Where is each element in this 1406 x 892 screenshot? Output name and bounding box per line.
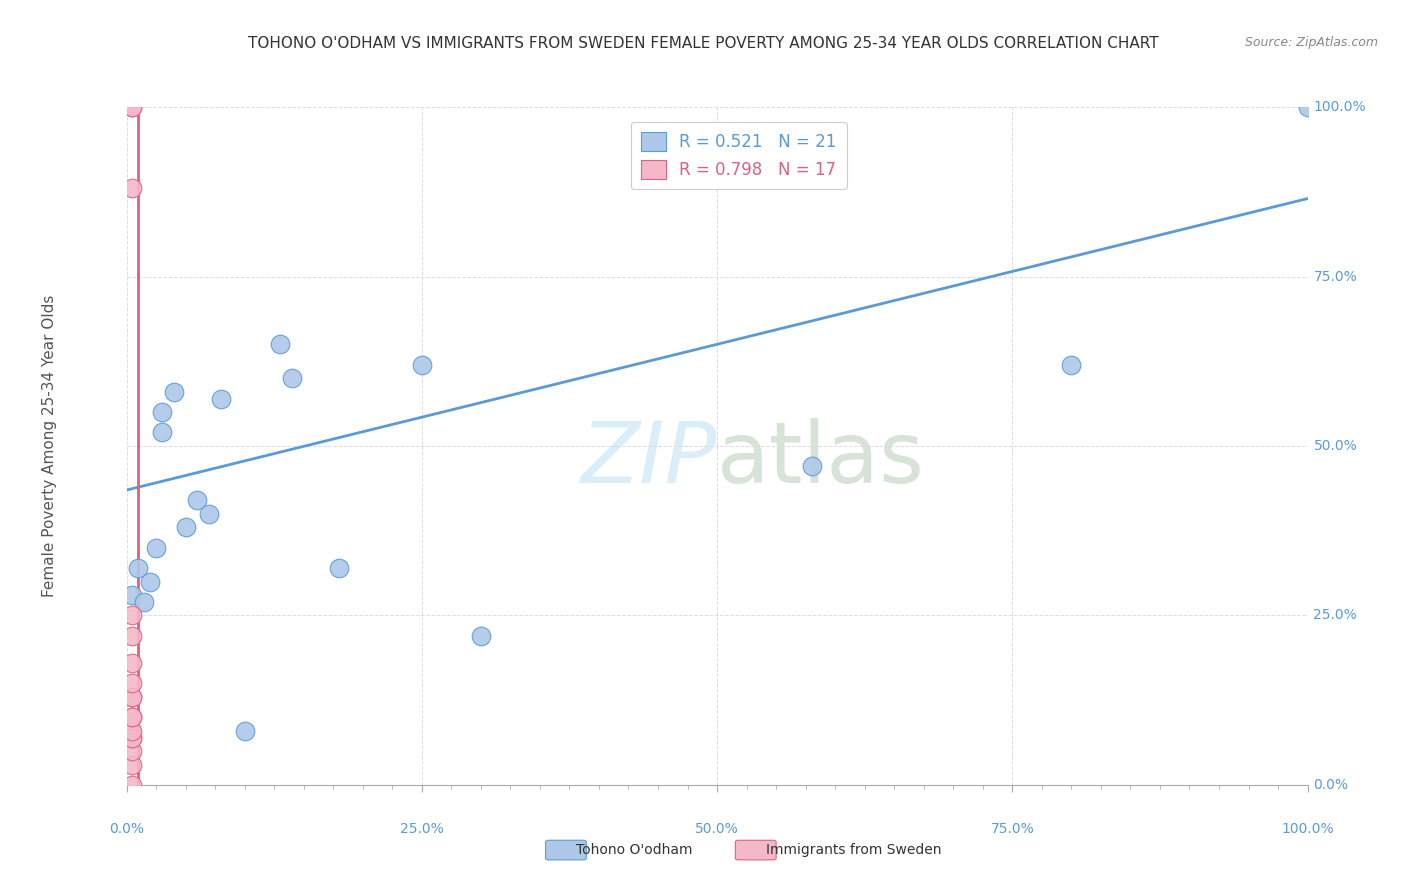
Point <box>145 541 167 555</box>
Point <box>121 676 143 690</box>
Point <box>269 337 291 351</box>
Text: Immigrants from Sweden: Immigrants from Sweden <box>766 843 942 857</box>
Text: Female Poverty Among 25-34 Year Olds: Female Poverty Among 25-34 Year Olds <box>42 295 58 597</box>
Point <box>150 425 173 440</box>
Point <box>139 574 162 589</box>
Text: 0.0%: 0.0% <box>110 822 143 836</box>
Point <box>198 507 221 521</box>
Point <box>411 358 433 372</box>
Point <box>121 723 143 738</box>
Text: 25.0%: 25.0% <box>399 822 444 836</box>
Point <box>328 561 350 575</box>
Point <box>121 100 143 114</box>
Text: 75.0%: 75.0% <box>990 822 1035 836</box>
Point <box>121 608 143 623</box>
Text: 100.0%: 100.0% <box>1281 822 1334 836</box>
Text: 75.0%: 75.0% <box>1313 269 1357 284</box>
Point <box>121 100 143 114</box>
Text: 0.0%: 0.0% <box>1313 778 1348 792</box>
Text: 100.0%: 100.0% <box>1313 100 1367 114</box>
Text: TOHONO O'ODHAM VS IMMIGRANTS FROM SWEDEN FEMALE POVERTY AMONG 25-34 YEAR OLDS CO: TOHONO O'ODHAM VS IMMIGRANTS FROM SWEDEN… <box>247 36 1159 51</box>
Point <box>1060 358 1083 372</box>
Text: 50.0%: 50.0% <box>1313 439 1357 453</box>
Point <box>470 629 492 643</box>
Text: atlas: atlas <box>717 418 925 501</box>
Point <box>127 561 149 575</box>
Point <box>121 629 143 643</box>
Text: ZIP: ZIP <box>581 418 717 501</box>
Text: Source: ZipAtlas.com: Source: ZipAtlas.com <box>1244 36 1378 49</box>
Point <box>121 744 143 758</box>
Text: 25.0%: 25.0% <box>1313 608 1357 623</box>
Point <box>121 778 143 792</box>
Point <box>150 405 173 419</box>
Text: 50.0%: 50.0% <box>695 822 740 836</box>
Point <box>1296 100 1319 114</box>
Point <box>121 690 143 704</box>
Point <box>121 757 143 772</box>
Point <box>121 710 143 724</box>
Point <box>233 723 256 738</box>
Point <box>121 710 143 724</box>
Point <box>186 493 208 508</box>
Point <box>134 595 156 609</box>
Point <box>121 181 143 195</box>
Point <box>209 392 232 406</box>
Point <box>121 588 143 602</box>
Point <box>800 459 823 474</box>
Point <box>174 520 197 534</box>
Point <box>163 384 186 399</box>
Point <box>281 371 304 385</box>
Point <box>121 731 143 745</box>
Point <box>121 731 143 745</box>
Legend: R = 0.521   N = 21, R = 0.798   N = 17: R = 0.521 N = 21, R = 0.798 N = 17 <box>631 122 846 189</box>
Point <box>121 656 143 670</box>
Text: Tohono O'odham: Tohono O'odham <box>576 843 693 857</box>
Point <box>121 690 143 704</box>
